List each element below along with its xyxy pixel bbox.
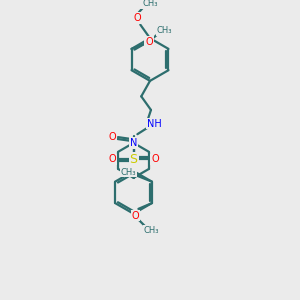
Text: NH: NH [146,118,161,128]
Text: NH: NH [146,118,161,128]
Text: O: O [108,132,116,142]
Text: S: S [130,153,137,166]
Text: O: O [145,37,153,47]
Text: O: O [151,154,159,164]
Text: O: O [108,154,116,164]
Text: CH₃: CH₃ [143,226,159,235]
Text: O: O [108,154,116,164]
Text: O: O [108,132,116,142]
Text: O: O [151,154,159,164]
Text: O: O [134,13,141,23]
Text: CH₃: CH₃ [121,167,136,176]
Text: O: O [132,211,139,220]
Text: N: N [130,138,137,148]
Text: CH₃: CH₃ [157,26,172,35]
Text: N: N [130,138,137,148]
Text: CH₃: CH₃ [142,0,158,8]
Text: S: S [130,153,137,166]
